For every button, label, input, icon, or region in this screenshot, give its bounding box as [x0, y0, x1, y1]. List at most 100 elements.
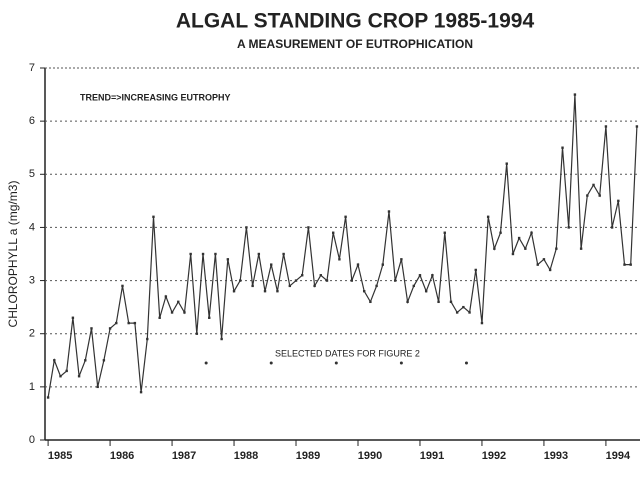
data-point [164, 295, 168, 298]
x-tick-label: 1986 [110, 450, 134, 462]
data-point [623, 263, 626, 266]
y-tick-label: 4 [29, 221, 35, 233]
data-point [561, 146, 564, 149]
data-point [152, 215, 155, 218]
data-point [146, 337, 149, 341]
data-point [592, 183, 595, 187]
data-point [263, 290, 267, 293]
data-point [400, 258, 403, 261]
data-point [177, 300, 180, 304]
data-point [220, 337, 223, 341]
data-point [480, 321, 484, 325]
data-point [288, 284, 292, 288]
data-point [294, 279, 298, 282]
data-point [108, 327, 112, 330]
data-point [635, 125, 639, 128]
data-point [53, 359, 56, 362]
y-axis-label: CHLOROPHYLL a (mg/m3) [6, 181, 20, 328]
data-point [115, 321, 118, 325]
data-point [158, 316, 161, 319]
data-point [65, 369, 68, 373]
data-point [468, 311, 471, 314]
data-point [214, 252, 217, 256]
data-point [350, 279, 353, 282]
y-tick-label: 0 [29, 434, 35, 446]
data-point [139, 390, 143, 394]
x-tick-label: 1987 [172, 450, 196, 462]
data-point [127, 321, 130, 325]
data-point [542, 258, 546, 261]
data-point [573, 93, 577, 96]
data-point [77, 375, 81, 378]
data-point [617, 199, 620, 203]
data-point [548, 268, 552, 272]
data-point [455, 311, 459, 314]
data-point [71, 316, 75, 319]
x-tick-label: 1991 [420, 450, 444, 462]
data-point [251, 284, 254, 288]
y-tick-label: 7 [29, 62, 35, 74]
data-point [517, 236, 521, 240]
x-tick-label: 1993 [544, 450, 568, 462]
data-point [195, 332, 199, 335]
data-point [437, 300, 440, 304]
x-tick-label: 1994 [606, 450, 631, 462]
data-point [170, 311, 174, 314]
data-point [270, 263, 273, 266]
data-point [282, 252, 285, 256]
y-tick-label: 3 [29, 274, 35, 286]
chart-title: ALGAL STANDING CROP 1985-1994 [176, 10, 535, 33]
data-point [356, 263, 360, 266]
y-tick-label: 1 [29, 381, 35, 393]
data-point [332, 231, 335, 234]
data-point [59, 375, 62, 378]
data-point [183, 311, 186, 314]
data-point [567, 226, 570, 229]
x-tick-label: 1990 [358, 450, 382, 462]
data-point [524, 247, 527, 250]
data-point [418, 274, 422, 277]
data-point [313, 284, 316, 288]
x-tick-label: 1985 [48, 450, 72, 462]
data-point [462, 305, 465, 309]
data-point [245, 226, 248, 229]
data-point [493, 247, 496, 250]
data-point [344, 215, 347, 218]
data-point [412, 284, 415, 288]
data-point [530, 231, 533, 234]
data-point [443, 231, 446, 234]
data-point [133, 321, 137, 325]
data-point [375, 284, 378, 288]
data-point [431, 274, 434, 277]
data-point [84, 359, 87, 362]
data-point [369, 300, 372, 304]
data-point [121, 284, 124, 288]
x-tick-label: 1989 [296, 450, 320, 462]
data-point [276, 290, 279, 293]
x-tick-label: 1992 [482, 450, 506, 462]
data-point [604, 125, 608, 128]
data-point [338, 258, 341, 261]
data-point [362, 290, 366, 293]
data-point [406, 300, 409, 304]
data-point [579, 247, 583, 250]
data-point [208, 316, 211, 319]
selected-date [399, 361, 403, 365]
data-point [387, 210, 391, 213]
selected-date [464, 361, 468, 365]
annotation: TREND=>INCREASING EUTROPHY [80, 92, 231, 102]
data-point [610, 226, 614, 229]
data-point [629, 263, 632, 266]
data-point [257, 252, 261, 256]
selected-date [334, 361, 338, 365]
chart-subtitle: A MEASUREMENT OF EUTROPHICATION [237, 37, 473, 51]
data-point [232, 290, 236, 293]
data-point [46, 396, 50, 399]
data-point [474, 268, 477, 272]
data-point [301, 274, 304, 277]
data-point [424, 290, 428, 293]
data-point [499, 231, 502, 234]
data-point [449, 300, 453, 304]
data-point [319, 274, 323, 277]
